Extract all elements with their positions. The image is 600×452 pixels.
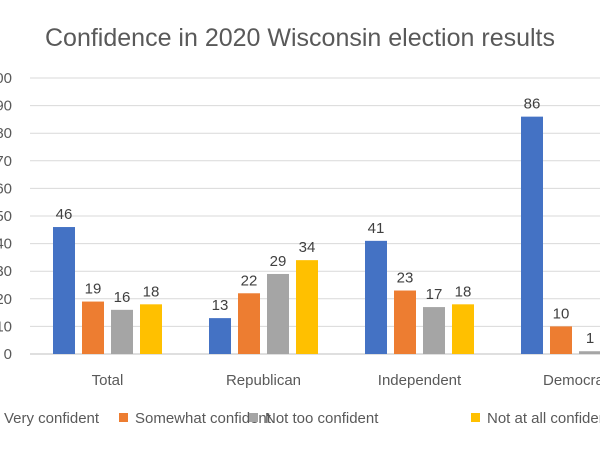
- bar: [111, 309, 133, 354]
- y-tick-label: 60: [0, 180, 12, 197]
- y-tick-label: 10: [0, 318, 12, 335]
- chart-title: Confidence in 2020 Wisconsin election re…: [45, 24, 555, 52]
- y-tick-label: 80: [0, 125, 12, 142]
- bar: [267, 273, 289, 354]
- data-label: 34: [299, 239, 316, 256]
- data-label: 29: [270, 253, 287, 270]
- category-label: Republican: [226, 372, 301, 389]
- bar: [550, 326, 572, 354]
- bar: [579, 351, 600, 354]
- data-label: 16: [114, 289, 131, 306]
- legend-swatch: [471, 413, 480, 422]
- y-tick-label: 90: [0, 98, 12, 115]
- y-tick-label: 70: [0, 153, 12, 170]
- bar: [296, 260, 318, 354]
- bar: [140, 304, 162, 354]
- x-axis-categories: Total Republican Independent Democrat: [92, 372, 600, 389]
- y-tick-label: 50: [0, 208, 12, 225]
- bar: [394, 290, 416, 354]
- bar: [423, 307, 445, 354]
- y-tick-label: 40: [0, 236, 12, 253]
- data-label: 23: [397, 270, 414, 287]
- legend-swatch: [249, 413, 258, 422]
- bar: [238, 293, 260, 354]
- data-label: 46: [56, 206, 73, 223]
- data-label: 41: [368, 220, 385, 237]
- legend-label: Very confident: [4, 410, 100, 427]
- data-label: 17: [426, 286, 443, 303]
- category-label: Independent: [378, 372, 462, 389]
- data-label: 22: [241, 272, 258, 289]
- data-label: 19: [85, 281, 102, 298]
- bar: [365, 240, 387, 354]
- category-label: Democrat: [543, 372, 600, 389]
- bar: [209, 318, 231, 354]
- legend-swatch: [119, 413, 128, 422]
- bar: [53, 227, 75, 354]
- data-label: 18: [455, 283, 472, 300]
- data-label: 86: [524, 96, 541, 113]
- legend-label: Not too confident: [265, 410, 379, 427]
- data-label: 13: [212, 297, 229, 314]
- category-label: Total: [92, 372, 124, 389]
- y-tick-label: 20: [0, 291, 12, 308]
- y-axis-ticks: 0 10 20 30 40 50 60 70 80 90 100: [0, 70, 12, 363]
- y-tick-label: 100: [0, 70, 12, 87]
- data-label: 1: [586, 330, 594, 347]
- data-labels: 461916181322293441231718861011: [56, 96, 595, 348]
- legend-label: Not at all confident: [487, 410, 600, 427]
- bar: [82, 301, 104, 354]
- y-tick-label: 30: [0, 263, 12, 280]
- bar: [521, 116, 543, 354]
- data-label: 18: [143, 283, 160, 300]
- y-tick-label: 0: [4, 346, 12, 363]
- data-label: 10: [553, 305, 570, 322]
- bar: [452, 304, 474, 354]
- bars: [53, 116, 600, 354]
- legend-label: Somewhat confident: [135, 410, 272, 427]
